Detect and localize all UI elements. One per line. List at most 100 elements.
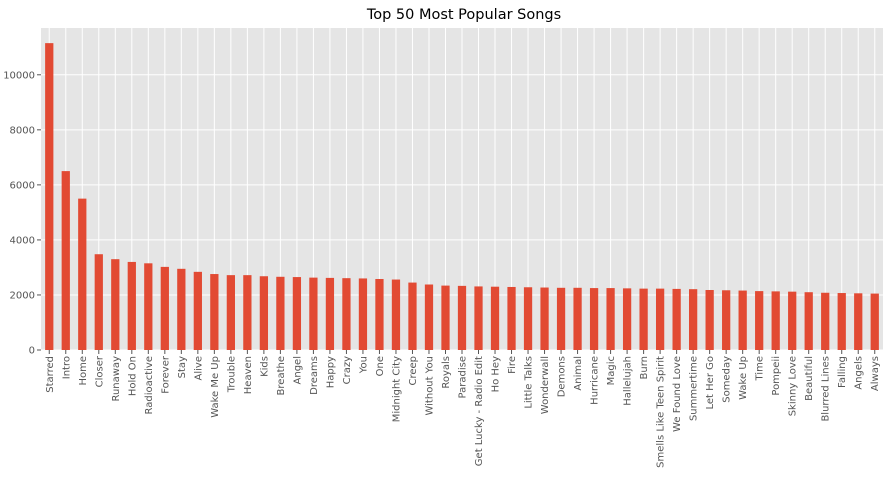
bar-creep xyxy=(408,282,417,350)
bar-blurred-lines xyxy=(821,292,830,350)
bar-breathe xyxy=(276,276,285,350)
y-tick-label: 2000 xyxy=(10,290,35,301)
bar-beautiful xyxy=(804,292,813,350)
x-tick-label: We Found Love xyxy=(672,356,683,432)
x-tick-label: Summertime xyxy=(689,356,700,421)
x-tick-label: Always xyxy=(870,356,881,391)
x-tick-label: Crazy xyxy=(342,356,353,384)
bar-trouble xyxy=(226,275,235,350)
x-tick-label: Breathe xyxy=(276,356,287,395)
x-tick-label: Let Her Go xyxy=(705,356,716,409)
x-tick-label: One xyxy=(375,356,386,376)
x-tick-label: Angels xyxy=(854,356,865,390)
bar-skinny-love xyxy=(788,291,797,350)
x-tick-label: Closer xyxy=(94,355,105,387)
bar-fire xyxy=(507,286,516,350)
bar-demons xyxy=(556,287,566,350)
bar-one xyxy=(375,278,384,350)
x-tick-label: Hallelujah xyxy=(623,356,634,406)
x-tick-label: Fire xyxy=(507,356,518,374)
x-tick-label: Alive xyxy=(193,356,204,380)
x-tick-label: Happy xyxy=(325,356,336,388)
bar-animal xyxy=(573,287,582,350)
x-tick-label: Animal xyxy=(573,356,584,391)
bar-someday xyxy=(722,290,731,350)
bar-always xyxy=(870,293,879,350)
bar-hallelujah xyxy=(622,288,632,350)
bar-royals xyxy=(441,285,450,350)
bar-time xyxy=(755,291,764,350)
x-tick-label: Royals xyxy=(441,356,452,389)
x-tick-label: Paradise xyxy=(458,356,469,398)
bar-wake-up xyxy=(738,290,747,350)
x-tick-label: Heaven xyxy=(243,356,254,394)
x-tick-label: Pompeii xyxy=(771,356,782,396)
bar-runaway xyxy=(111,259,120,350)
x-tick-label: Stay xyxy=(177,356,188,378)
bar-kids xyxy=(259,276,269,350)
y-axis: 0 2000 4000 6000 8000 10000 xyxy=(3,70,41,357)
bar-happy xyxy=(325,277,335,350)
bar-angel xyxy=(292,277,302,350)
x-tick-label: Without You xyxy=(424,356,435,416)
bar-burn xyxy=(639,288,648,350)
x-tick-label: Dreams xyxy=(309,356,320,395)
bar-pompeii xyxy=(771,291,780,350)
bar-ho-hey xyxy=(490,286,500,350)
x-tick-label: Smells Like Teen Spirit xyxy=(656,356,667,468)
x-tick-label: Skinny Love xyxy=(788,356,799,416)
bar-forever xyxy=(160,266,169,350)
bar-dreams xyxy=(309,277,318,350)
bar-alive xyxy=(193,271,202,350)
x-tick-label: Hurricane xyxy=(590,356,601,405)
bar-let-her-go xyxy=(705,290,714,350)
bar-hold-on xyxy=(127,261,136,350)
bar-wonderwall xyxy=(540,287,549,350)
x-tick-label: Angel xyxy=(292,356,303,384)
x-tick-label: Burn xyxy=(639,356,650,379)
y-tick-label: 6000 xyxy=(10,180,35,191)
bar-without-you xyxy=(424,284,434,350)
chart-title: Top 50 Most Popular Songs xyxy=(366,7,561,23)
bar-radioactive xyxy=(144,263,153,350)
bar-falling xyxy=(837,293,846,350)
bar-heaven xyxy=(243,275,252,350)
bar-get-lucky-radio-edit xyxy=(474,286,483,350)
x-tick-label: Midnight City xyxy=(391,356,402,422)
y-tick-label: 10000 xyxy=(3,70,35,81)
bar-crazy xyxy=(342,278,351,350)
y-tick-label: 4000 xyxy=(10,235,35,246)
x-tick-label: Demons xyxy=(557,356,568,397)
bar-you xyxy=(358,278,368,350)
x-tick-label: Radioactive xyxy=(144,356,155,415)
x-tick-label: Trouble xyxy=(226,356,237,393)
x-tick-label: Blurred Lines xyxy=(821,356,832,422)
bar-starred xyxy=(45,43,54,351)
bar-smells-like-teen-spirit xyxy=(655,288,665,350)
x-tick-label: Wonderwall xyxy=(540,356,551,414)
bar-little-talks xyxy=(523,287,533,350)
bar-magic xyxy=(606,288,615,350)
bar-paradise xyxy=(457,285,467,350)
x-tick-label: Creep xyxy=(408,356,419,386)
x-tick-label: Hold On xyxy=(127,356,138,396)
x-axis: Starred Intro Home Closer Runaway Hold On Radi… xyxy=(45,350,881,468)
x-tick-label: Wake Up xyxy=(738,356,749,400)
x-tick-label: Starred xyxy=(45,356,56,393)
bar-intro xyxy=(61,171,70,350)
bar-hurricane xyxy=(589,288,599,350)
y-tick-label: 8000 xyxy=(10,125,35,136)
x-tick-label: You xyxy=(358,356,369,374)
bar-we-found-love xyxy=(672,288,681,350)
x-tick-label: Home xyxy=(78,356,89,386)
x-tick-label: Someday xyxy=(722,356,733,403)
bar-stay xyxy=(177,268,186,350)
x-tick-label: Kids xyxy=(259,356,270,377)
x-tick-label: Get Lucky - Radio Edit xyxy=(474,356,485,466)
x-tick-label: Runaway xyxy=(111,356,122,402)
bar-home xyxy=(78,198,87,350)
x-tick-label: Forever xyxy=(160,355,171,394)
bar-wake-me-up xyxy=(210,274,219,350)
